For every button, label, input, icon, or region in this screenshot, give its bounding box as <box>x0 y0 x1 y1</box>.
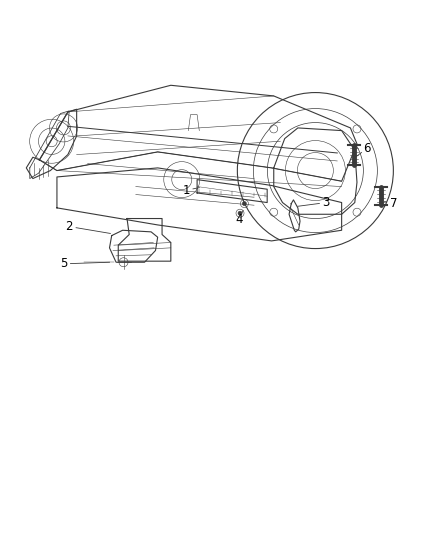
Text: 2: 2 <box>65 220 73 233</box>
Text: 1: 1 <box>182 184 190 197</box>
Text: 4: 4 <box>235 213 243 226</box>
Circle shape <box>238 211 242 215</box>
Text: 6: 6 <box>363 142 371 155</box>
Circle shape <box>242 201 247 206</box>
Text: 7: 7 <box>389 197 397 210</box>
Text: 3: 3 <box>323 196 330 209</box>
Text: 5: 5 <box>60 257 67 270</box>
